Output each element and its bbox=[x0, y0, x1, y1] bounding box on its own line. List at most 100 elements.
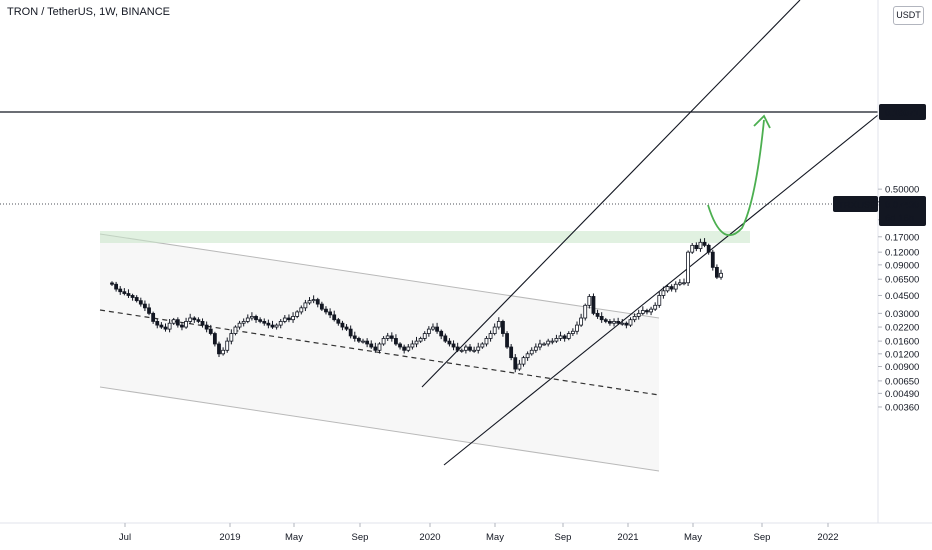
candle bbox=[385, 332, 390, 341]
candle bbox=[645, 308, 649, 315]
candle-body bbox=[608, 321, 612, 324]
candle bbox=[250, 312, 254, 321]
candle bbox=[348, 325, 353, 339]
price-tick-label: 0.09000 bbox=[885, 260, 919, 271]
candle-body bbox=[394, 338, 398, 345]
price-tick-label: 0.06500 bbox=[885, 275, 919, 286]
candle bbox=[352, 331, 357, 342]
candle-body bbox=[476, 346, 481, 351]
candle bbox=[319, 301, 324, 311]
candle-body bbox=[159, 324, 164, 328]
channel-lower-line bbox=[99, 386, 660, 472]
channel-upper-line bbox=[99, 233, 660, 319]
candle bbox=[147, 303, 151, 316]
candle bbox=[632, 313, 637, 323]
candle bbox=[439, 329, 444, 340]
candle-body bbox=[463, 346, 468, 351]
bar-countdown: 6d 16h bbox=[885, 213, 914, 224]
price-tick-label: 0.00360 bbox=[885, 402, 919, 413]
candle bbox=[200, 318, 205, 328]
candle-body bbox=[336, 319, 341, 324]
candle-body bbox=[241, 321, 246, 324]
price-tick-label: 0.02200 bbox=[885, 323, 919, 334]
candle-body bbox=[245, 317, 250, 322]
candle-body bbox=[398, 343, 402, 348]
candle-body bbox=[566, 333, 571, 339]
candle bbox=[562, 334, 567, 342]
candle bbox=[373, 342, 378, 353]
candle bbox=[291, 312, 295, 323]
candle-body bbox=[340, 322, 345, 328]
candle-body bbox=[488, 333, 493, 339]
candle bbox=[505, 331, 509, 349]
candle bbox=[468, 344, 472, 353]
candle-body bbox=[130, 295, 135, 298]
candle bbox=[690, 242, 695, 254]
candle-body bbox=[204, 324, 209, 330]
candle bbox=[517, 359, 522, 371]
candle bbox=[254, 314, 258, 323]
candle bbox=[682, 278, 686, 286]
candle-body bbox=[278, 321, 283, 326]
projection-curve bbox=[707, 119, 765, 237]
candle bbox=[295, 310, 300, 319]
price-tick-label: 0.03000 bbox=[885, 309, 919, 320]
candle-body bbox=[459, 349, 464, 352]
currency-button[interactable]: USDT bbox=[893, 6, 924, 25]
candle-body bbox=[328, 311, 332, 316]
candle bbox=[422, 331, 427, 341]
candle-body bbox=[266, 322, 271, 326]
price-tick-label: 0.04500 bbox=[885, 291, 919, 302]
candle-body bbox=[311, 299, 316, 302]
time-tick-label: 2020 bbox=[419, 532, 440, 543]
candle-body bbox=[570, 330, 575, 334]
candle bbox=[509, 344, 514, 361]
candle bbox=[513, 354, 518, 373]
candle-body bbox=[603, 319, 608, 322]
candle-body bbox=[447, 340, 452, 345]
candle-body bbox=[126, 293, 131, 296]
candle bbox=[143, 300, 147, 312]
candle-body bbox=[435, 326, 439, 332]
candle bbox=[521, 355, 526, 367]
candle-body bbox=[431, 326, 435, 330]
candle-body bbox=[250, 316, 254, 319]
candle-body bbox=[521, 357, 526, 365]
candle bbox=[636, 309, 641, 320]
candle-body bbox=[324, 308, 328, 313]
candle-body bbox=[533, 346, 538, 351]
candle-body bbox=[369, 343, 374, 348]
price-tick-label: 0.01200 bbox=[885, 349, 919, 360]
ascending-channel-lower bbox=[443, 114, 879, 466]
candle-body bbox=[657, 295, 662, 306]
candle bbox=[258, 317, 263, 324]
candle-body bbox=[583, 304, 588, 319]
candle bbox=[184, 317, 188, 329]
candle-body bbox=[229, 333, 234, 342]
candle bbox=[484, 336, 489, 347]
candle bbox=[287, 314, 291, 323]
candle bbox=[188, 313, 193, 324]
candle bbox=[608, 319, 612, 326]
candle-body bbox=[208, 328, 213, 334]
candle-body bbox=[669, 286, 674, 290]
candle bbox=[529, 347, 534, 356]
candle-body bbox=[319, 303, 324, 310]
candle-body bbox=[628, 319, 633, 326]
candle bbox=[501, 319, 505, 337]
candle bbox=[443, 333, 448, 343]
candle bbox=[447, 338, 452, 347]
candle bbox=[554, 334, 559, 343]
candle bbox=[669, 284, 674, 292]
candle bbox=[628, 317, 633, 327]
candle bbox=[394, 334, 398, 346]
candle-body bbox=[546, 340, 551, 345]
candle bbox=[381, 336, 386, 346]
candle bbox=[274, 323, 279, 330]
candle-body bbox=[291, 316, 295, 321]
price-tick-label: 0.01600 bbox=[885, 337, 919, 348]
price-labels: 0.18071 TRXUSDT 0.07430 6d 16h bbox=[833, 104, 926, 226]
candle-body bbox=[620, 322, 625, 325]
candle-body bbox=[418, 338, 423, 342]
